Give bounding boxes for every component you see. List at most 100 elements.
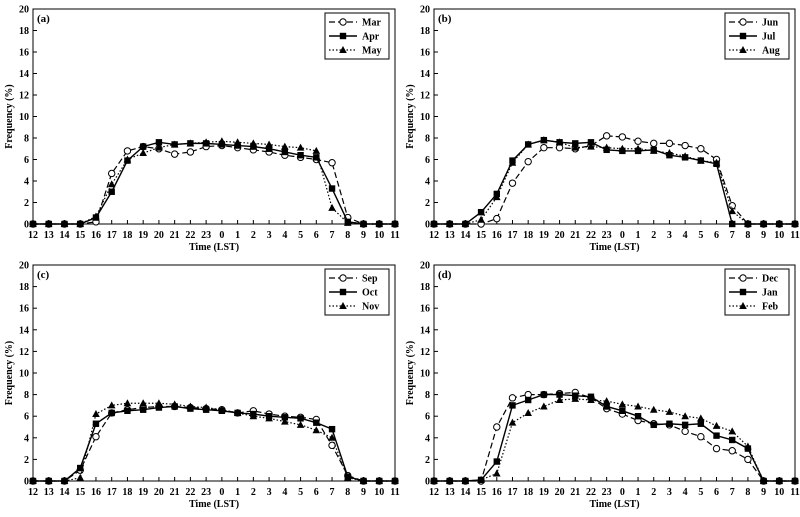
y-tick-label: 20 — [19, 5, 29, 16]
legend-marker — [739, 288, 747, 296]
x-tick-label: 11 — [790, 487, 799, 498]
series-feb — [430, 394, 799, 484]
x-tick-label: 13 — [445, 487, 455, 498]
data-point — [681, 152, 689, 160]
x-tick-label: 12 — [28, 230, 38, 241]
data-point — [508, 179, 517, 187]
data-point — [713, 432, 720, 439]
x-tick-label: 23 — [201, 487, 211, 498]
x-tick-label: 6 — [714, 230, 719, 241]
x-tick-label: 23 — [201, 230, 211, 241]
x-tick-label: 3 — [267, 487, 272, 498]
x-tick-label: 9 — [761, 487, 766, 498]
data-point — [391, 477, 399, 484]
series-dec — [430, 388, 799, 485]
x-tick-label: 10 — [374, 230, 384, 241]
data-point — [107, 169, 116, 178]
legend-label: Oct — [362, 288, 378, 299]
data-point — [602, 397, 611, 405]
series-mar — [29, 141, 399, 228]
x-tick-label: 9 — [761, 230, 766, 241]
data-point — [60, 220, 69, 227]
x-tick-label: 11 — [390, 487, 399, 498]
x-tick-label: 11 — [390, 230, 399, 241]
x-tick-label: 17 — [507, 487, 517, 498]
y-tick-label: 0 — [24, 477, 29, 488]
x-tick-label: 7 — [730, 487, 735, 498]
data-point — [619, 407, 626, 414]
data-point — [729, 436, 736, 444]
data-point — [44, 220, 53, 227]
data-point — [634, 137, 642, 145]
x-axis-label: Time (LST) — [189, 242, 239, 253]
data-point — [296, 420, 305, 428]
legend-label: Feb — [762, 302, 779, 313]
x-tick-label: 20 — [154, 487, 164, 498]
x-tick-label: 20 — [154, 230, 164, 241]
legend-label: Jan — [762, 288, 778, 299]
data-point — [265, 140, 273, 148]
x-tick-label: 13 — [44, 487, 54, 498]
data-point — [155, 139, 163, 146]
data-point — [697, 420, 705, 427]
data-point — [29, 220, 37, 227]
data-point — [712, 158, 721, 166]
y-axis-label: Frequency (%) — [405, 84, 416, 149]
data-point — [712, 421, 721, 429]
x-tick-label: 8 — [345, 487, 350, 498]
data-point — [375, 477, 384, 484]
y-tick-label: 6 — [425, 155, 430, 166]
data-point — [493, 423, 501, 431]
x-tick-label: 18 — [523, 230, 533, 241]
x-tick-label: 18 — [523, 487, 533, 498]
x-tick-label: 4 — [282, 487, 287, 498]
data-point — [445, 220, 454, 227]
series-line — [33, 405, 395, 482]
data-point — [77, 464, 84, 472]
x-tick-label: 22 — [185, 487, 195, 498]
x-tick-label: 20 — [555, 230, 565, 241]
x-tick-label: 12 — [429, 487, 439, 498]
data-point — [572, 140, 579, 147]
legend-label: Dec — [762, 274, 779, 285]
x-tick-label: 7 — [330, 487, 335, 498]
data-point — [108, 409, 115, 417]
x-tick-label: 21 — [570, 230, 580, 241]
data-point — [44, 477, 53, 484]
data-point — [571, 394, 580, 402]
data-point — [445, 477, 454, 484]
data-point — [313, 154, 320, 161]
data-point — [92, 420, 100, 427]
legend-label: Apr — [362, 32, 380, 43]
legend-label: Jun — [762, 18, 779, 29]
data-point — [92, 433, 100, 441]
data-point — [186, 148, 195, 156]
data-point — [265, 414, 273, 422]
panel-label: (d) — [438, 269, 452, 281]
data-point — [312, 146, 321, 154]
data-point — [729, 220, 736, 228]
data-point — [508, 158, 517, 166]
data-point — [681, 427, 689, 436]
y-tick-label: 4 — [24, 433, 29, 444]
y-axis-label: Frequency (%) — [405, 341, 416, 406]
data-point — [603, 403, 610, 410]
series-jul — [430, 136, 799, 228]
x-tick-label: 8 — [345, 230, 350, 241]
legend-label: Sep — [362, 274, 378, 285]
data-point — [775, 477, 784, 484]
series-line — [434, 393, 795, 482]
y-tick-label: 0 — [425, 220, 430, 231]
y-tick-label: 4 — [425, 177, 430, 188]
y-tick-label: 2 — [425, 455, 430, 466]
data-point — [555, 138, 564, 146]
x-tick-label: 6 — [314, 230, 319, 241]
x-tick-label: 19 — [138, 230, 148, 241]
x-tick-label: 11 — [790, 230, 799, 241]
series-line — [434, 135, 795, 225]
data-point — [744, 442, 752, 450]
data-point — [139, 406, 147, 413]
data-point — [571, 143, 580, 151]
data-point — [155, 399, 163, 407]
